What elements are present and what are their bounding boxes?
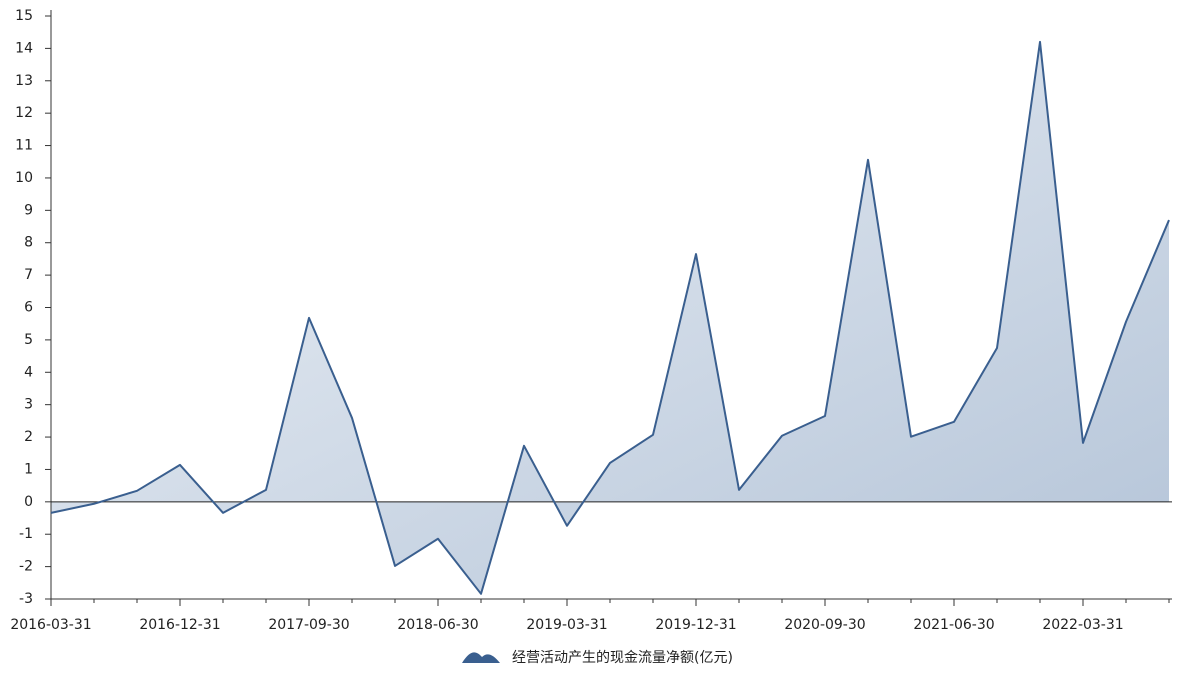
y-tick-label: 2 [24, 429, 33, 445]
x-tick-label: 2016-03-31 [10, 617, 91, 633]
y-tick-label: 12 [15, 105, 33, 121]
y-tick-label: -2 [19, 559, 33, 575]
y-tick-label: 9 [24, 202, 33, 218]
x-tick-label: 2019-12-31 [655, 617, 736, 633]
y-tick-label: 13 [15, 73, 33, 89]
y-tick-label: 6 [24, 300, 33, 316]
y-tick-label: 11 [15, 138, 33, 154]
x-tick-label: 2021-06-30 [913, 617, 994, 633]
x-tick-label: 2020-09-30 [784, 617, 865, 633]
x-tick-label: 2018-06-30 [397, 617, 478, 633]
y-tick-label: 15 [15, 8, 33, 24]
y-tick-label: 14 [15, 40, 33, 56]
y-tick-label: 7 [24, 267, 33, 283]
y-tick-label: 3 [24, 397, 33, 413]
x-tick-label: 2022-03-31 [1042, 617, 1123, 633]
x-tick-label: 2016-12-31 [139, 617, 220, 633]
y-tick-label: 5 [24, 332, 33, 348]
line [50, 40, 1170, 595]
y-tick-label: -1 [19, 526, 33, 542]
area [51, 41, 1169, 594]
y-tick-label: 4 [24, 364, 33, 380]
legend-icon [462, 652, 500, 663]
y-tick-label: 10 [15, 170, 33, 186]
x-tick-label: 2017-09-30 [268, 617, 349, 633]
y-tick-label: 0 [24, 494, 33, 510]
y-tick-label: 8 [24, 235, 33, 251]
y-tick-label: 1 [24, 461, 33, 477]
y-tick-label: -3 [19, 591, 33, 607]
x-tick-label: 2019-03-31 [526, 617, 607, 633]
legend-label: 经营活动产生的现金流量净额(亿元) [512, 650, 733, 666]
